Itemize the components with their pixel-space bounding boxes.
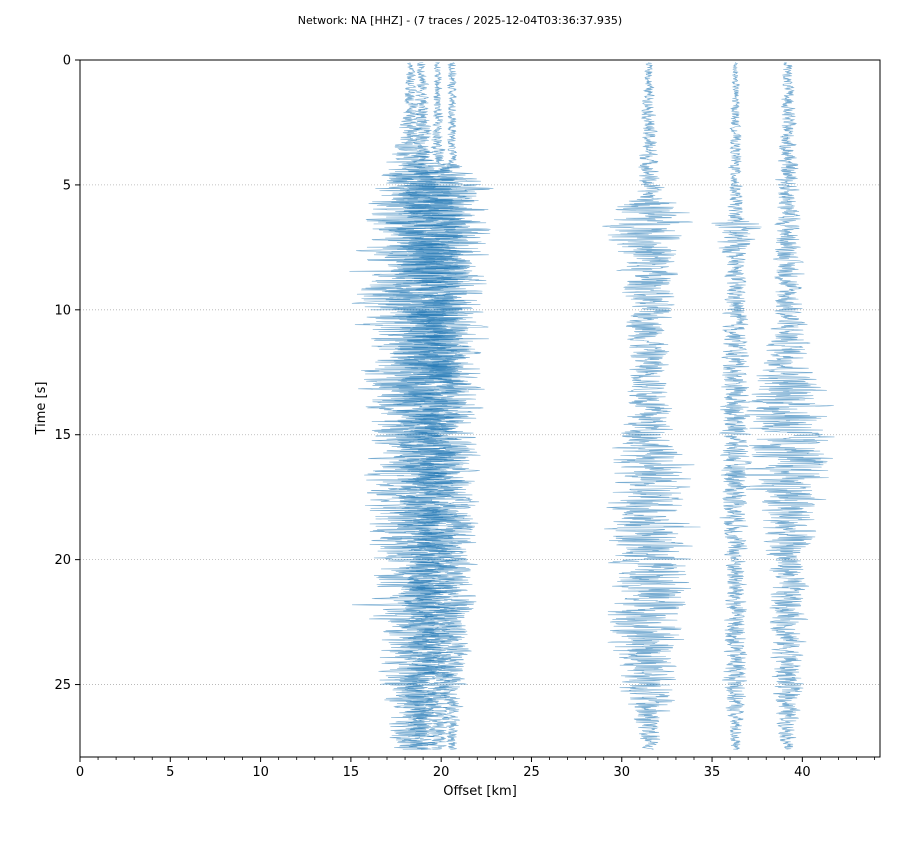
y-tick-label: 25 [54,678,71,693]
y-tick-label: 20 [54,553,71,568]
y-axis-label: Time [s] [34,382,49,436]
x-axis-label: Offset [km] [443,784,517,799]
seismic-trace [602,62,701,750]
y-axis: 0 5 10 15 20 25 [54,54,80,693]
x-axis: 0 5 10 15 20 25 30 35 40 [76,757,875,780]
grid-lines [80,184,880,685]
plot-frame [79,59,881,758]
x-tick-label: 10 [252,765,269,780]
seismic-trace [724,62,835,750]
x-tick-label: 20 [433,765,450,780]
chart-title: Network: NA [HHZ] - (7 traces / 2025-12-… [298,14,622,27]
x-tick-label: 15 [343,765,360,780]
seismic-trace [408,62,494,750]
x-tick-label: 5 [166,765,174,780]
x-tick-label: 30 [613,765,630,780]
x-tick-label: 25 [523,765,540,780]
y-tick-label: 15 [54,428,71,443]
x-tick-label: 40 [794,765,811,780]
y-tick-label: 0 [63,54,71,69]
x-tick-label: 0 [76,765,84,780]
y-tick-label: 5 [63,178,71,193]
seismic-trace [382,62,474,750]
y-tick-label: 10 [54,303,71,318]
seismic-traces [349,62,835,750]
seismic-trace [711,62,762,750]
x-tick-label: 35 [704,765,721,780]
